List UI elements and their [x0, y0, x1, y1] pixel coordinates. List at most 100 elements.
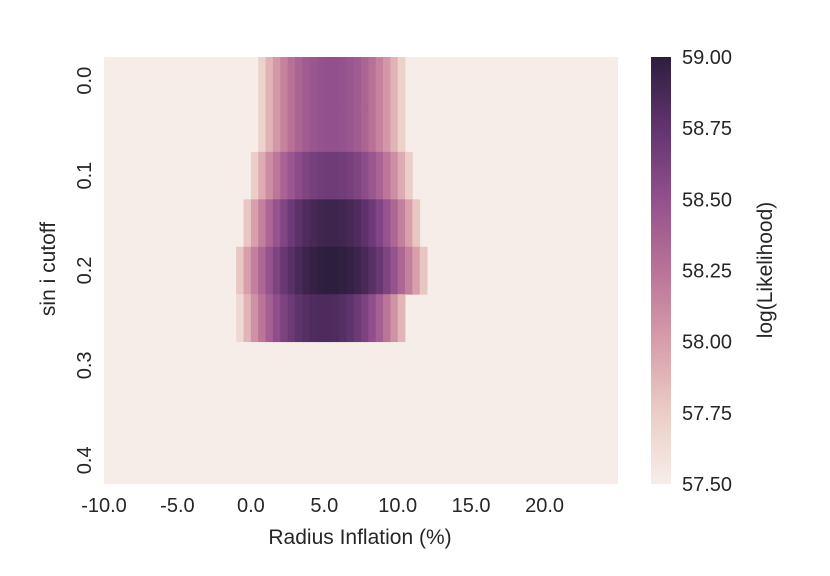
heatmap-cell — [346, 199, 355, 248]
heatmap-cell — [353, 151, 362, 200]
x-tick-label: -5.0 — [160, 495, 194, 517]
heatmap-cell — [397, 294, 406, 343]
heatmap-cell — [294, 246, 303, 295]
heatmap-cell — [397, 246, 406, 295]
heatmap-cell — [287, 246, 296, 295]
heatmap-cell — [287, 151, 296, 200]
heatmap-cell — [338, 199, 347, 248]
heatmap-cell — [324, 151, 333, 200]
heatmap-cell — [331, 57, 340, 105]
heatmap-cell — [331, 199, 340, 248]
colorbar-tick-labels: 57.50 57.75 58.00 58.25 58.50 58.75 59.00 — [682, 47, 732, 496]
heatmap-cell — [258, 246, 266, 295]
heatmap-cell — [265, 151, 274, 200]
heatmap-cell — [287, 104, 296, 153]
y-tick-label: 0.1 — [74, 162, 96, 190]
heatmap-cell — [272, 104, 281, 153]
heatmap-cell — [331, 246, 340, 295]
heatmap-cell — [280, 151, 288, 200]
heatmap-cell — [250, 199, 259, 248]
heatmap-cell — [419, 246, 428, 295]
heatmap-cell — [331, 151, 340, 200]
heatmap-cell — [280, 57, 288, 105]
x-tick-label: -10.0 — [81, 495, 127, 517]
colorbar-tick-label: 58.50 — [682, 189, 732, 211]
heatmap-cell — [390, 246, 399, 295]
heatmap-cell — [361, 246, 369, 295]
heatmap-cell — [346, 151, 355, 200]
heatmap-cell — [346, 104, 355, 153]
heatmap-cell — [272, 57, 281, 105]
x-tick-label: 15.0 — [452, 495, 491, 517]
heatmap-cell — [243, 246, 252, 295]
heatmap-cell — [280, 199, 288, 248]
heatmap-cell — [368, 199, 377, 248]
heatmap-cell — [405, 246, 413, 295]
heatmap-cell — [294, 294, 303, 343]
colorbar-tick-label: 58.25 — [682, 261, 732, 283]
heatmap-cell — [272, 246, 281, 295]
colorbar-tick-label: 59.00 — [682, 47, 732, 69]
x-tick-label: 0.0 — [237, 495, 265, 517]
heatmap-cell — [280, 294, 288, 343]
heatmap-cell — [324, 199, 333, 248]
heatmap-cell — [316, 151, 325, 200]
heatmap-cell — [346, 294, 355, 343]
heatmap-cell — [265, 246, 274, 295]
colorbar-label: log(Likelihood) — [754, 202, 777, 339]
heatmap-cell — [258, 104, 266, 153]
heatmap-cell — [361, 151, 369, 200]
heatmap-cell — [346, 57, 355, 105]
heatmap-cell — [375, 246, 384, 295]
heatmap-cell — [405, 151, 413, 200]
heatmap-cell — [324, 294, 333, 343]
x-tick-labels: -10.0 -5.0 0.0 5.0 10.0 15.0 20.0 — [81, 495, 564, 517]
heatmap-cell — [397, 151, 406, 200]
y-axis-label: sin i cutoff — [37, 222, 60, 316]
colorbar-tick-label: 57.75 — [682, 403, 732, 425]
heatmap-cell — [397, 104, 406, 153]
heatmap-cell — [390, 294, 399, 343]
colorbar-tick-label: 57.50 — [682, 474, 732, 496]
heatmap-cell — [309, 151, 318, 200]
heatmap-cell — [390, 151, 399, 200]
colorbar-tick-label: 58.75 — [682, 118, 732, 140]
heatmap-cell — [331, 104, 340, 153]
heatmap-cell — [368, 104, 377, 153]
heatmap-cell — [383, 104, 391, 153]
heatmap-cell — [302, 104, 310, 153]
heatmap-cell — [258, 151, 266, 200]
heatmap-cell — [383, 199, 391, 248]
heatmap-cell — [353, 246, 362, 295]
y-tick-label: 0.3 — [74, 351, 96, 379]
heatmap-cell — [324, 246, 333, 295]
heatmap-cell — [353, 104, 362, 153]
heatmap-cell — [280, 246, 288, 295]
heatmap-cell — [390, 199, 399, 248]
heatmap-cell — [236, 246, 244, 295]
heatmap-cell — [368, 151, 377, 200]
heatmap-cell — [383, 57, 391, 105]
heatmap-cell — [287, 57, 296, 105]
y-tick-label: 0.2 — [74, 257, 96, 285]
heatmap-cell — [243, 199, 252, 248]
x-tick-label: 10.0 — [378, 495, 417, 517]
y-tick-label: 0.0 — [74, 67, 96, 95]
heatmap-cell — [368, 57, 377, 105]
colorbar — [651, 57, 671, 484]
heatmap-cell — [361, 57, 369, 105]
heatmap-cell — [397, 199, 406, 248]
heatmap-cell — [243, 294, 252, 343]
heatmap-cell — [250, 246, 259, 295]
heatmap-cell — [405, 199, 413, 248]
heatmap-cells — [104, 57, 618, 484]
heatmap-cell — [383, 294, 391, 343]
heatmap-cell — [250, 151, 259, 200]
heatmap-cell — [272, 199, 281, 248]
heatmap-cell — [375, 294, 384, 343]
heatmap-cell — [302, 294, 310, 343]
heatmap-cell — [375, 199, 384, 248]
heatmap-cell — [368, 294, 377, 343]
heatmap-cell — [353, 57, 362, 105]
